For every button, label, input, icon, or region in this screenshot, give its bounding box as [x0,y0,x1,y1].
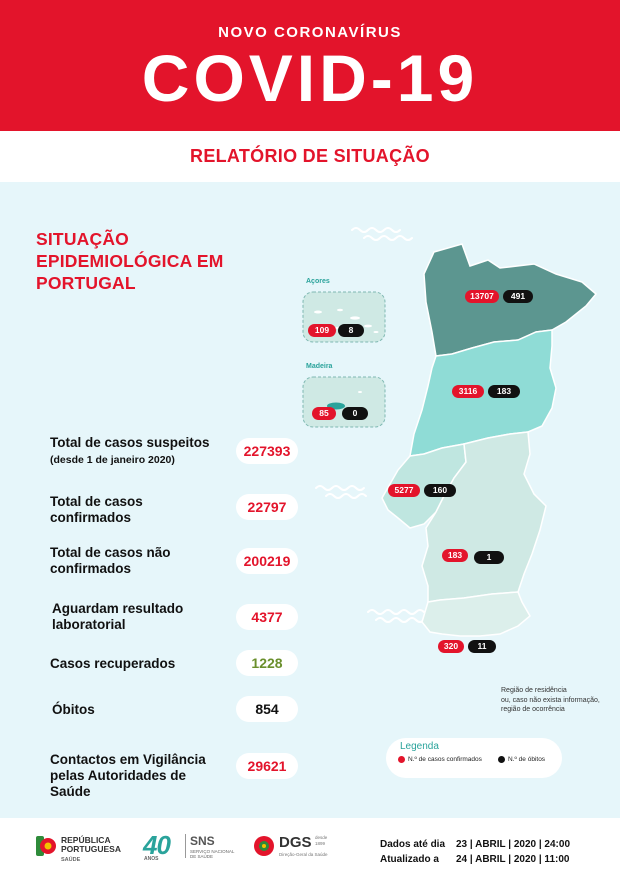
dates-value: 23 | ABRIL | 2020 | 24:00 [456,839,571,850]
republica-portuguesa-logo-text: REPÚBLICA PORTUGUESA [61,836,121,854]
wave-decoration [315,485,365,491]
dgs-logo-text: DGS [279,834,312,851]
stat-label-aguardam: Aguardam resultado laboratorial [52,601,184,632]
map-note-line: região de ocorrência [501,706,565,713]
alentejo-deaths-pill: 1 [474,551,504,564]
madeira-label: Madeira [306,363,333,370]
updated-value: 24 | ABRIL | 2020 | 11:00 [456,854,570,865]
legend-cases-label: N.º de casos confirmados [408,756,482,763]
rp-line1: REPÚBLICA [61,835,111,845]
stat-label-suspeitos-text: Total de casos suspeitos [50,435,210,450]
stat-value-suspeitos: 227393 [236,438,298,464]
sns-logo-sub: SERVIÇO NACIONAL DE SAÚDE [190,849,234,859]
stat-value-aguardam: 4377 [236,604,298,630]
legend-title: Legenda [400,741,439,752]
header-supertitle: NOVO CORONAVÍRUS [218,24,402,41]
rp-line2: PORTUGUESA [61,844,121,854]
acores-cases-pill: 109 [308,324,336,337]
dgs-sub: Direção-Geral da Saúde [279,852,328,857]
sns-40-logo: 40 [143,830,171,860]
stat-value-contactos: 29621 [236,753,298,779]
dgs-since: desde 1899 [315,835,327,846]
lisboa-cases-pill: 5277 [388,484,420,497]
stat-label-nao-confirmados: Total de casos não confirmados [50,545,171,576]
footer [0,818,620,871]
stat-label-obitos: Óbitos [52,702,95,717]
madeira-deaths-pill: 0 [342,407,368,420]
centro-deaths-pill: 183 [488,385,520,398]
stat-label-suspeitos: Total de casos suspeitos (desde 1 de jan… [50,435,235,468]
report-subheader: RELATÓRIO DE SITUAÇÃO [0,131,620,182]
algarve-cases-pill: 320 [438,640,464,653]
norte-cases-pill: 13707 [465,290,499,303]
report-header: NOVO CORONAVÍRUS COVID-19 [0,0,620,131]
stat-value-confirmados: 22797 [236,494,298,520]
dates-label: Dados até dia [380,839,446,850]
map-note-line: Região de residência [501,687,567,694]
wave-decoration [375,617,425,623]
alentejo-cases-pill: 183 [442,549,468,562]
stat-label-suspeitos-note: (desde 1 de janeiro 2020) [50,454,175,466]
wave-decoration [351,227,401,233]
rp-sub: SAÚDE [61,857,81,863]
region-algarve [421,591,531,637]
stat-label-recuperados: Casos recuperados [50,656,176,671]
republica-portuguesa-logo-icon [36,836,56,856]
stat-label-confirmados: Total de casos confirmados [50,494,143,525]
dgs-logo-icon [254,836,274,856]
legend-cases-dot [398,756,405,763]
stat-value-nao-confirmados: 200219 [236,548,298,574]
sns-sub-line2: DE SAÚDE [190,854,214,859]
logo-divider [185,834,186,858]
sns-40-sub: ANOS [144,856,159,862]
report-subtitle: RELATÓRIO DE SITUAÇÃO [190,146,430,166]
map-legend: Legenda N.º de casos confirmados N.º de … [386,738,562,778]
acores-label: Açores [306,278,330,285]
wave-decoration [363,235,413,241]
map-note: Região de residência ou, caso não exista… [501,686,600,715]
madeira-cases-pill: 85 [312,407,336,420]
sns-sub-line1: SERVIÇO NACIONAL [190,849,235,854]
algarve-deaths-pill: 11 [468,640,496,653]
stat-label-contactos: Contactos em Vigilância pelas Autoridade… [50,752,206,799]
legend-deaths-dot [498,756,505,763]
norte-deaths-pill: 491 [503,290,533,303]
region-lisboa [381,443,467,529]
stat-value-obitos: 854 [236,696,298,722]
centro-cases-pill: 3116 [452,385,484,398]
wave-decoration [367,609,425,615]
acores-deaths-pill: 8 [338,324,364,337]
header-title: COVID-19 [141,41,479,115]
lisboa-deaths-pill: 160 [424,484,456,497]
wave-decoration [325,493,367,499]
map-note-line: ou, caso não exista informação, [501,696,600,704]
dgs-since-line1: desde [315,835,328,840]
legend-deaths-label: N.º de óbitos [508,756,546,763]
report-dates: Dados até dia 23 | ABRIL | 2020 | 24:00 A… [380,837,570,867]
sns-logo: SNS [190,834,215,848]
updated-label: Atualizado a [380,854,439,865]
dgs-since-line2: 1899 [315,840,326,846]
portugal-map [302,227,598,637]
stat-value-recuperados: 1228 [236,650,298,676]
section-title: SITUAÇÃO EPIDEMIOLÓGICA EM PORTUGAL [36,229,224,293]
